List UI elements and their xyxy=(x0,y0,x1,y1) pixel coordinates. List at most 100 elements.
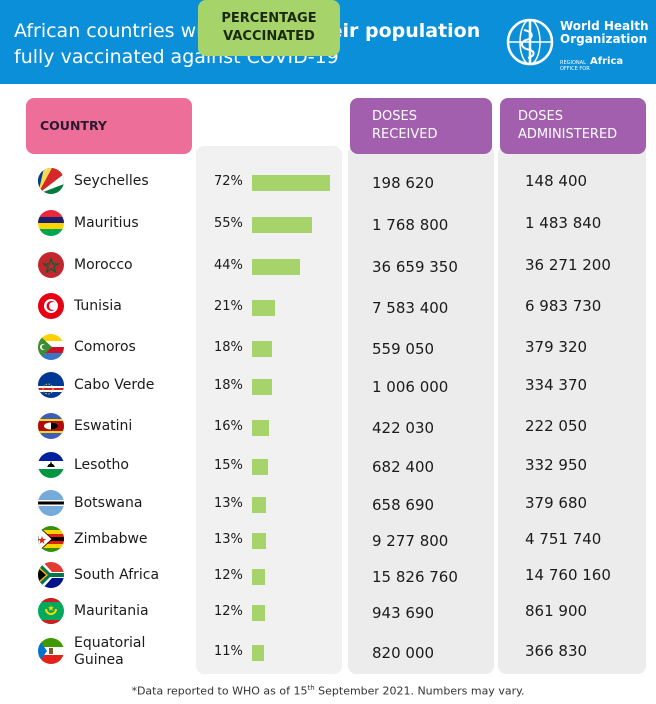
percentage-bar xyxy=(252,341,272,357)
table-row: Botswana 13% 658 690 379 680 xyxy=(0,488,656,524)
table-row: Lesotho 15% 682 400 332 950 xyxy=(0,450,656,486)
percentage-label: 13% xyxy=(214,496,243,511)
footnote: *Data reported to WHO as of 15th Septemb… xyxy=(0,684,656,698)
doses-received-value: 682 400 xyxy=(372,458,435,476)
percentage-bar xyxy=(252,569,265,585)
who-name-line1: World Health xyxy=(560,19,649,33)
percentage-bar xyxy=(252,175,330,191)
country-name: Equatorial Guinea xyxy=(74,635,146,668)
lesotho-flag-icon xyxy=(38,452,64,478)
table-row: Seychelles 72% 198 620 148 400 xyxy=(0,166,656,202)
doses-administered-value: 379 680 xyxy=(525,494,588,512)
received-column-bg xyxy=(348,146,494,674)
country-header-label: COUNTRY xyxy=(40,118,107,133)
country-name: Mauritania xyxy=(74,603,149,619)
table-row: Mauritania 12% 943 690 861 900 xyxy=(0,596,656,632)
botswana-flag-icon xyxy=(38,490,64,516)
doses-received-value: 36 659 350 xyxy=(372,258,458,276)
table-row: Comoros 18% 559 050 379 320 xyxy=(0,332,656,368)
zimbabwe-flag-icon xyxy=(38,526,64,552)
equatorial-guinea-flag-icon xyxy=(38,638,64,664)
tunisia-flag-icon xyxy=(38,293,64,319)
footnote-post: September 2021. Numbers may vary. xyxy=(314,684,525,698)
doses-received-value: 9 277 800 xyxy=(372,532,449,550)
percentage-bar xyxy=(252,645,264,661)
country-name: Botswana xyxy=(74,495,143,511)
received-header-line1: DOSES xyxy=(372,109,417,124)
doses-administered-value: 379 320 xyxy=(525,338,588,356)
doses-administered-value: 36 271 200 xyxy=(525,256,611,274)
mauritania-flag-icon xyxy=(38,598,64,624)
percentage-label: 18% xyxy=(214,340,243,355)
country-name: Eswatini xyxy=(74,418,133,434)
administered-header-line2: ADMINISTERED xyxy=(518,127,618,142)
doses-received-value: 15 826 760 xyxy=(372,568,458,586)
table-row: Tunisia 21% 7 583 400 6 983 730 xyxy=(0,291,656,327)
percentage-bar xyxy=(252,533,267,549)
percentage-bar xyxy=(252,217,312,233)
table-row: Zimbabwe 13% 9 277 800 4 751 740 xyxy=(0,524,656,560)
mauritius-flag-icon xyxy=(38,210,64,236)
percentage-label: 12% xyxy=(214,604,243,619)
country-name: Mauritius xyxy=(74,215,139,231)
country-name: Seychelles xyxy=(74,173,149,189)
administered-column-header: DOSES ADMINISTERED xyxy=(500,98,646,154)
country-name: Lesotho xyxy=(74,457,129,473)
received-header-line2: RECEIVED xyxy=(372,127,438,142)
doses-administered-value: 222 050 xyxy=(525,417,588,435)
doses-received-value: 7 583 400 xyxy=(372,299,449,317)
doses-received-value: 1 006 000 xyxy=(372,378,449,396)
doses-received-value: 1 768 800 xyxy=(372,216,449,234)
received-column-header: DOSES RECEIVED xyxy=(350,98,492,154)
administered-header-line1: DOSES xyxy=(518,109,563,124)
who-region-small: REGIONAL OFFICE FOR xyxy=(560,60,590,72)
percentage-bar xyxy=(252,379,272,395)
south-africa-flag-icon xyxy=(38,562,64,588)
doses-administered-value: 4 751 740 xyxy=(525,530,602,548)
who-region: Africa xyxy=(590,56,624,67)
cabo-verde-flag-icon xyxy=(38,372,64,398)
percentage-label: 55% xyxy=(214,216,243,231)
who-name: World Health Organization xyxy=(560,20,652,46)
country-name: Cabo Verde xyxy=(74,377,155,393)
who-name-line2: Organization xyxy=(560,32,648,46)
percentage-bar xyxy=(252,259,300,275)
doses-administered-value: 366 830 xyxy=(525,642,588,660)
table-row: Eswatini 16% 422 030 222 050 xyxy=(0,411,656,447)
pct-column-header: PERCENTAGE VACCINATED xyxy=(198,0,340,56)
doses-administered-value: 861 900 xyxy=(525,602,588,620)
percentage-label: 18% xyxy=(214,378,243,393)
footnote-pre: *Data reported to WHO as of 15 xyxy=(131,684,308,698)
percentage-label: 12% xyxy=(214,568,243,583)
percentage-bar xyxy=(252,605,265,621)
pct-header-line2: VACCINATED xyxy=(223,29,315,44)
doses-administered-value: 14 760 160 xyxy=(525,566,611,584)
footnote-sup: th xyxy=(307,684,315,692)
country-name: Zimbabwe xyxy=(74,531,148,547)
country-column-header: COUNTRY xyxy=(26,98,192,154)
country-name: South Africa xyxy=(74,567,160,583)
pct-column-bg xyxy=(196,146,342,674)
who-logo: World Health Organization REGIONAL OFFIC… xyxy=(504,14,654,74)
country-name: Tunisia xyxy=(74,298,122,314)
doses-administered-value: 148 400 xyxy=(525,172,588,190)
doses-received-value: 658 690 xyxy=(372,496,435,514)
table-row: Morocco 44% 36 659 350 36 271 200 xyxy=(0,250,656,286)
doses-received-value: 820 000 xyxy=(372,644,435,662)
table-row: Equatorial Guinea 11% 820 000 366 830 xyxy=(0,635,656,672)
doses-administered-value: 1 483 840 xyxy=(525,214,602,232)
seychelles-flag-icon xyxy=(38,168,64,194)
doses-received-value: 943 690 xyxy=(372,604,435,622)
percentage-label: 16% xyxy=(214,419,243,434)
doses-administered-value: 334 370 xyxy=(525,376,588,394)
administered-column-bg xyxy=(498,146,646,674)
doses-received-value: 198 620 xyxy=(372,174,435,192)
table-row: Cabo Verde 18% 1 006 000 334 370 xyxy=(0,370,656,406)
doses-received-value: 422 030 xyxy=(372,419,435,437)
doses-administered-value: 332 950 xyxy=(525,456,588,474)
who-emblem-icon xyxy=(506,18,554,66)
percentage-bar xyxy=(252,300,275,316)
percentage-label: 21% xyxy=(214,299,243,314)
percentage-bar xyxy=(252,459,269,475)
country-name: Comoros xyxy=(74,339,136,355)
